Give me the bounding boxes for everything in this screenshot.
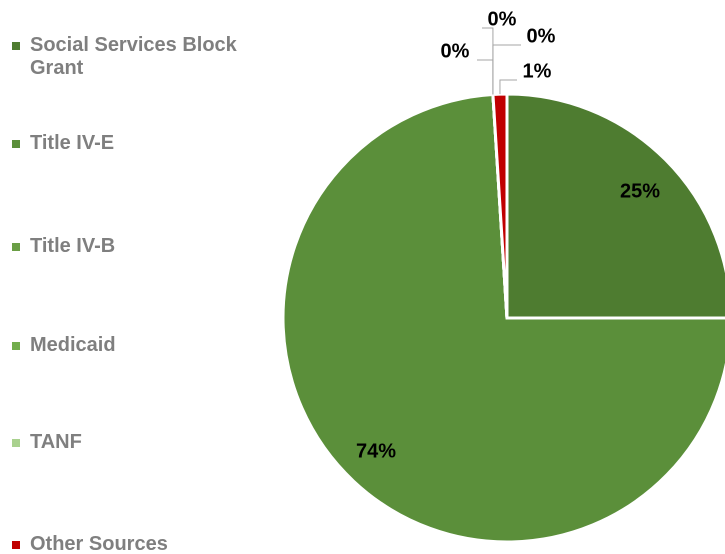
- legend-item: TANF: [12, 431, 250, 454]
- leader-line: [477, 59, 494, 95]
- legend-swatch: [12, 243, 20, 251]
- data-label: 0%: [527, 25, 556, 47]
- legend-label: Medicaid: [30, 334, 116, 356]
- legend-item: Social Services Block Grant: [12, 34, 250, 80]
- legend-swatch: [12, 541, 20, 549]
- leader-line: [499, 79, 517, 95]
- pie-slice: [505, 92, 725, 320]
- leader-line: [482, 27, 494, 95]
- data-label: 25%: [620, 180, 660, 202]
- legend-label: Other Sources: [30, 533, 168, 554]
- leader-line: [492, 44, 521, 95]
- legend-item: Title IV-B: [12, 235, 250, 258]
- data-label: 74%: [356, 440, 396, 462]
- legend-swatch: [12, 42, 20, 50]
- data-label: 0%: [441, 40, 470, 62]
- legend-item: Title IV-E: [12, 132, 250, 155]
- legend-swatch: [12, 439, 20, 447]
- pie-slice: [281, 92, 725, 544]
- legend-item: Other Sources: [12, 533, 250, 554]
- data-label: 1%: [523, 60, 552, 82]
- legend-label: Title IV-B: [30, 235, 116, 257]
- legend-label: TANF: [30, 431, 82, 453]
- legend-swatch: [12, 140, 20, 148]
- data-label: 0%: [488, 8, 517, 30]
- legend-swatch: [12, 342, 20, 350]
- legend-label: Title IV-E: [30, 132, 115, 154]
- legend-item: Medicaid: [12, 334, 250, 357]
- legend-label: Social Services Block Grant: [30, 34, 237, 79]
